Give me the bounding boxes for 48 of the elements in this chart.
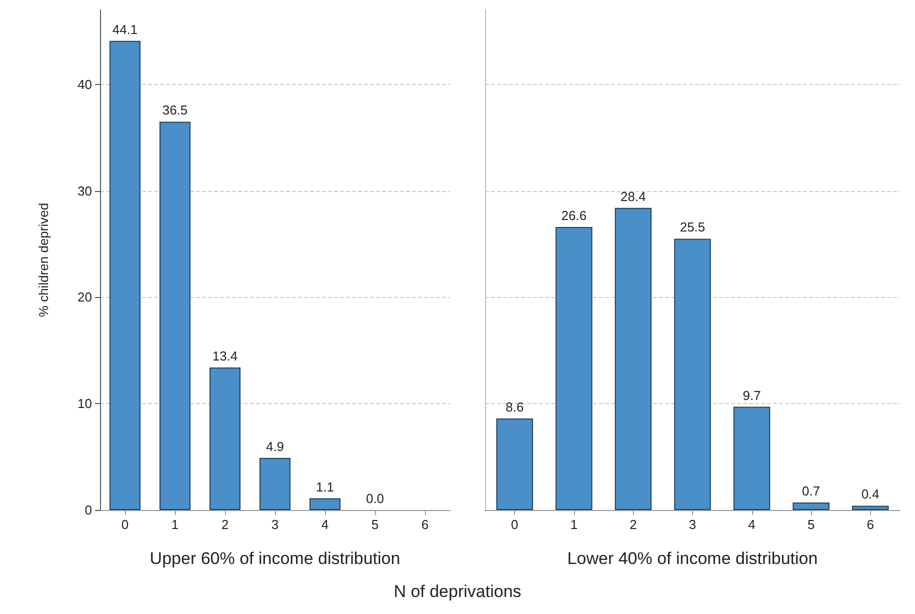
x-axis-title: Upper 60% of income distribution (150, 549, 400, 568)
y-axis-title: % children deprived (36, 202, 51, 318)
data-label: 28.4 (620, 188, 646, 204)
x-tick-label: 1 (171, 517, 179, 532)
bar (310, 498, 340, 510)
bar (110, 40, 140, 510)
data-label: 0.7 (802, 484, 820, 499)
x-tick-label: 4 (748, 517, 756, 532)
data-label: 25.5 (680, 220, 706, 235)
bar (674, 238, 711, 510)
bar (733, 406, 770, 510)
bar (260, 458, 290, 510)
data-label: 36.5 (162, 102, 188, 118)
data-label: 9.7 (742, 388, 761, 403)
y-tick-label: 40 (78, 76, 92, 92)
data-label: 44.1 (112, 22, 138, 37)
y-tick-label: 30 (78, 183, 92, 198)
x-tick-label: 6 (421, 517, 429, 532)
bar (792, 502, 830, 510)
x-tick-label: 5 (371, 517, 379, 532)
bar (614, 208, 652, 510)
data-label: 0.0 (366, 491, 384, 506)
x-tick-label: 0 (511, 517, 518, 532)
data-label: 0.4 (861, 486, 880, 502)
data-label: 8.6 (506, 400, 524, 415)
x-axis-title: Lower 40% of income distribution (567, 549, 818, 568)
x-tick-label: 1 (570, 517, 578, 532)
x-tick-label: 6 (866, 517, 874, 532)
x-tick-label: 2 (221, 517, 229, 532)
bar (160, 122, 190, 510)
x-tick-label: 5 (807, 517, 815, 532)
x-tick-label: 4 (321, 517, 329, 532)
bar (210, 367, 240, 510)
x-tick-label: 2 (630, 517, 637, 532)
data-label: 4.9 (266, 438, 284, 454)
text: N of deprivations (392, 582, 522, 602)
y-tick-label: 20 (78, 290, 92, 305)
y-tick-label: 0 (84, 502, 92, 518)
x-tick-label: 3 (271, 517, 279, 532)
data-label: 26.6 (561, 208, 587, 224)
x-tick-label: 3 (688, 517, 696, 532)
data-label: 1.1 (316, 479, 334, 494)
bar (556, 227, 592, 510)
y-tick-label: 10 (78, 396, 92, 412)
bar (852, 506, 889, 510)
x-tick-label: 0 (121, 517, 129, 532)
data-label: 13.4 (212, 348, 238, 364)
bar (496, 418, 534, 510)
